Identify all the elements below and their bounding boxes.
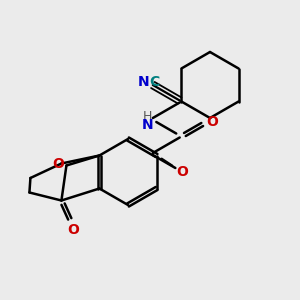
Text: N: N xyxy=(137,75,149,89)
Text: O: O xyxy=(68,224,80,238)
Text: C: C xyxy=(149,75,159,89)
Text: O: O xyxy=(176,165,188,179)
Text: O: O xyxy=(52,157,64,170)
Text: H: H xyxy=(142,110,152,124)
Text: N: N xyxy=(141,118,153,132)
Text: O: O xyxy=(207,116,219,130)
